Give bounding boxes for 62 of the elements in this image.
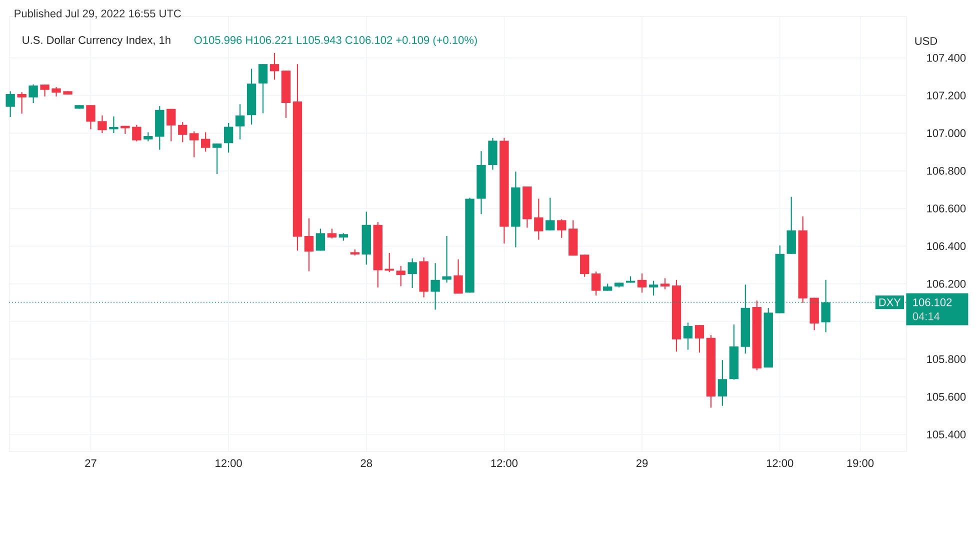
candlestick	[592, 271, 601, 296]
candlestick	[98, 114, 107, 134]
candlestick	[28, 84, 38, 104]
candlestick	[17, 92, 26, 114]
candlestick	[212, 142, 222, 175]
candlestick	[132, 124, 142, 142]
candlestick	[6, 90, 15, 118]
y-tick-label: 106.200	[927, 280, 966, 288]
text: U.S. Dollar Currency Index, 1h	[22, 36, 170, 46]
x-tick-label: 12:00	[216, 459, 242, 468]
y-tick-label: 106.600	[927, 204, 966, 212]
y-tick-label: 105.800	[927, 355, 966, 364]
candlestick	[109, 116, 118, 134]
candlestick	[178, 122, 188, 143]
y-axis-title: USD	[915, 37, 938, 45]
x-tick-label: 29	[636, 459, 648, 468]
y-tick-label: 105.400	[927, 430, 966, 438]
candlestick	[637, 272, 647, 294]
candlestick	[786, 196, 796, 254]
candlestick	[258, 64, 268, 114]
text: O105.996 H106.221 L105.943 C106.102 +0.109 (+0.10%)	[194, 36, 477, 46]
x-tick-label: 19:00	[847, 459, 874, 468]
candlestick	[190, 130, 199, 158]
candlestick	[304, 218, 314, 272]
y-tick-label: 107.400	[927, 54, 966, 62]
candlestick	[327, 228, 337, 239]
candlestick	[580, 254, 590, 278]
text: 04:14	[912, 312, 940, 320]
candlestick	[718, 360, 728, 406]
candlestick	[648, 280, 658, 296]
candlestick	[86, 104, 96, 130]
candlestick	[683, 322, 693, 350]
annotation: Published Jul 29, 2022 16:55 UTC	[14, 9, 181, 19]
x-tick-label: 12:00	[491, 459, 518, 468]
candlestick	[454, 258, 463, 294]
candlestick	[52, 86, 61, 98]
candlestick	[408, 258, 417, 289]
candlestick	[316, 228, 326, 252]
candlestick	[660, 278, 670, 290]
candlestick	[534, 198, 544, 240]
y-tick-label: 106.400	[927, 242, 966, 250]
text: 106.102	[913, 298, 952, 306]
candlestick	[442, 235, 452, 284]
x-tick-label: 12:00	[766, 459, 794, 468]
candlestick	[200, 132, 210, 152]
candlestick	[396, 265, 406, 287]
candlestick	[166, 108, 176, 142]
y-tick-label: 106.800	[927, 166, 966, 175]
candlestick	[235, 104, 245, 140]
x-tick-label: 27	[85, 459, 96, 467]
y-tick-label: 107.000	[927, 129, 966, 138]
ref-line-label: DXY	[879, 298, 901, 306]
x-tick-label: 28	[360, 459, 372, 468]
candlestick	[546, 197, 555, 231]
candlestick	[40, 84, 50, 98]
candlestick	[270, 52, 280, 80]
candlestick	[557, 218, 566, 238]
candlestick	[694, 324, 704, 354]
candlestick	[224, 122, 234, 154]
y-tick-label: 107.200	[927, 92, 966, 100]
y-tick-label: 105.600	[927, 392, 966, 401]
candlestick	[144, 132, 153, 142]
